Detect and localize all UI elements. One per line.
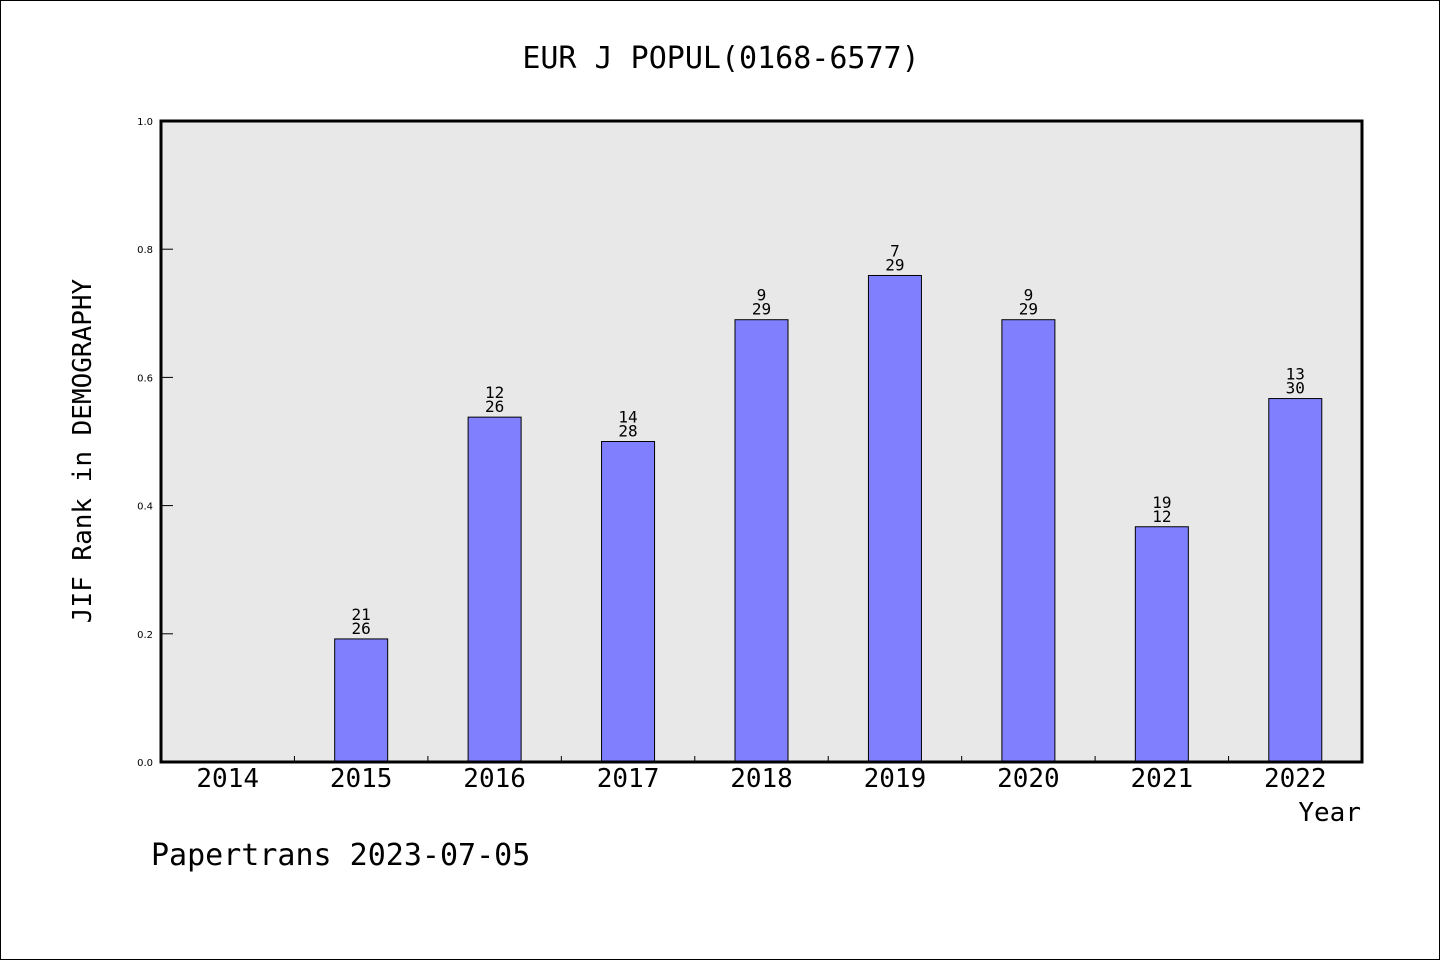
y-tick-label: 0.4 bbox=[137, 502, 153, 513]
data-label-top: 21 bbox=[352, 605, 371, 624]
bar-2019 bbox=[867, 274, 922, 763]
data-label-bottom: 28 bbox=[618, 422, 637, 441]
footer-credit: Papertrans 2023-07-05 bbox=[151, 838, 530, 873]
data-label-bottom: 29 bbox=[1019, 300, 1038, 319]
x-tick-label: 2020 bbox=[997, 764, 1060, 794]
data-label-top: 12 bbox=[485, 383, 504, 402]
bar-2022 bbox=[1268, 398, 1323, 763]
data-label-bottom: 12 bbox=[1152, 507, 1171, 526]
data-label-bottom: 26 bbox=[485, 397, 504, 416]
data-label-top: 19 bbox=[1152, 493, 1171, 512]
bar-2015 bbox=[334, 638, 389, 763]
y-axis-label: JIF Rank in DEMOGRAPHY bbox=[68, 278, 98, 623]
chart-title: EUR J POPUL(0168-6577) bbox=[522, 41, 919, 76]
data-label-bottom: 30 bbox=[1286, 379, 1305, 398]
x-tick-label: 2017 bbox=[597, 764, 660, 794]
x-tick-label: 2021 bbox=[1131, 764, 1194, 794]
data-label-top: 14 bbox=[618, 408, 637, 427]
data-label-bottom: 29 bbox=[885, 255, 904, 274]
y-tick-label: 0.8 bbox=[137, 245, 153, 256]
data-label-top: 13 bbox=[1286, 365, 1305, 384]
data-label-top: 9 bbox=[757, 286, 767, 305]
data-label-bottom: 29 bbox=[752, 300, 771, 319]
bar-2021 bbox=[1134, 526, 1189, 763]
bar-2017 bbox=[601, 441, 656, 763]
y-tick-label: 0.2 bbox=[137, 630, 153, 641]
x-tick-label: 2018 bbox=[730, 764, 793, 794]
bar-2016 bbox=[467, 416, 522, 763]
x-tick-label: 2016 bbox=[463, 764, 526, 794]
data-label-top: 9 bbox=[1024, 286, 1034, 305]
bar-2020 bbox=[1001, 319, 1056, 763]
x-axis: 2014 2015 2016 2017 2018 2019 2020 2021 2022 bbox=[196, 756, 1327, 794]
x-tick-label: 2014 bbox=[196, 764, 259, 794]
data-label-top: 7 bbox=[890, 241, 900, 260]
bar-2018 bbox=[734, 319, 789, 763]
plot-border bbox=[159, 119, 1364, 764]
y-tick-label: 0.6 bbox=[137, 373, 153, 384]
x-tick-label: 2022 bbox=[1264, 764, 1327, 794]
bars-group bbox=[334, 274, 1323, 763]
x-tick-label: 2015 bbox=[330, 764, 393, 794]
y-tick-label: 0.0 bbox=[137, 758, 153, 769]
data-label-bottom: 26 bbox=[352, 619, 371, 638]
x-axis-label: Year bbox=[1298, 798, 1361, 828]
y-tick-label: 1.0 bbox=[137, 117, 153, 128]
x-tick-label: 2019 bbox=[864, 764, 927, 794]
